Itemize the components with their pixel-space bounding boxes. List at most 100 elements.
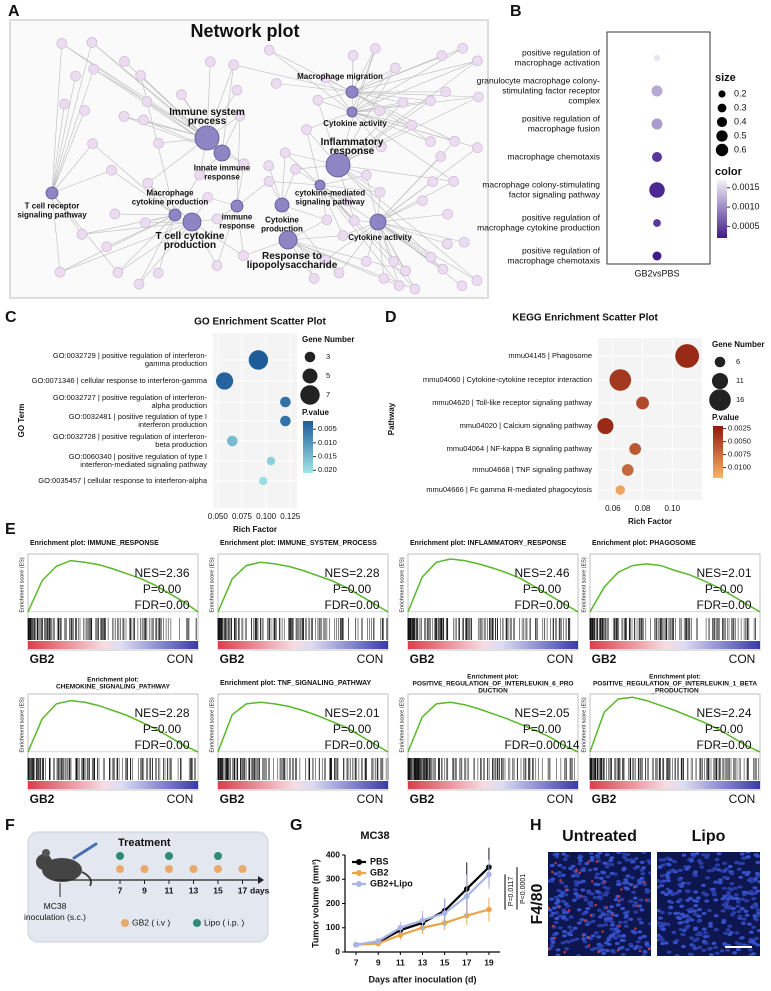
nucleus <box>616 879 621 884</box>
nucleus <box>573 880 579 884</box>
nucleus <box>741 921 746 925</box>
nucleus <box>709 953 714 956</box>
gene-node <box>153 137 164 149</box>
legend-label: 0.005 <box>318 424 337 433</box>
nucleus <box>714 951 720 955</box>
nucleus <box>677 889 682 893</box>
left-label: GB2 <box>592 652 617 666</box>
nucleus <box>721 886 727 890</box>
network-edge <box>287 239 340 274</box>
nucleus <box>734 941 740 945</box>
nucleus <box>575 874 581 878</box>
nucleus <box>737 885 743 889</box>
right-label: CON <box>729 792 756 806</box>
nucleus <box>660 941 665 946</box>
term-label: response <box>219 222 255 231</box>
nucleus <box>561 899 566 904</box>
legend-label: 16 <box>736 395 744 404</box>
nucleus <box>667 911 673 916</box>
nucleus <box>642 950 648 954</box>
nucleus <box>692 912 698 917</box>
network-edge <box>377 221 385 279</box>
hits <box>589 758 759 780</box>
network-edge <box>377 213 448 223</box>
chart-title: KEGG Enrichment Scatter Plot <box>512 313 658 324</box>
legend-dot <box>302 368 318 384</box>
nucleus <box>662 922 668 926</box>
nucleus <box>583 898 589 902</box>
nucleus <box>716 852 722 856</box>
dot <box>651 118 663 130</box>
nucleus <box>727 864 733 869</box>
legend-label: 0.5 <box>734 130 747 140</box>
series-point <box>486 906 492 913</box>
fdr-label: FDR=0.00 <box>696 598 751 612</box>
hits <box>27 618 197 640</box>
gene-node <box>375 141 387 153</box>
nucleus <box>632 866 638 870</box>
legend-label: 0.0025 <box>728 424 751 433</box>
network-edge <box>51 104 65 194</box>
gene-node <box>79 105 90 116</box>
nucleus <box>568 933 573 937</box>
nucleus <box>735 948 741 952</box>
y-axis-label: GO Term <box>17 404 26 438</box>
nucleus <box>658 921 664 926</box>
plot-title: CHEMOKINE_SIGNALING_PATHWAY <box>56 684 171 691</box>
right-label: CON <box>547 652 574 666</box>
nucleus <box>639 908 645 912</box>
gene-node <box>238 158 250 170</box>
legend-label: 0.3 <box>734 102 747 112</box>
nucleus <box>620 952 626 956</box>
nucleus <box>581 912 586 916</box>
nucleus <box>757 880 760 884</box>
gene-node <box>88 63 100 75</box>
plot-title: Enrichment plot: PHAGOSOME <box>592 540 696 547</box>
p-label: P=0.00 <box>523 722 562 736</box>
nucleus <box>556 889 562 893</box>
nucleus <box>725 897 731 901</box>
nucleus <box>657 865 663 869</box>
nucleus <box>729 913 735 917</box>
gene-node <box>347 50 359 61</box>
point <box>280 415 291 427</box>
legend-title: Gene Number <box>712 340 764 349</box>
es-curve <box>27 559 199 613</box>
term-node <box>346 106 358 118</box>
point <box>227 435 238 447</box>
right-label: CON <box>547 792 574 806</box>
gb2-dot <box>214 865 222 873</box>
gene-node <box>320 72 331 84</box>
nucleus <box>661 858 667 862</box>
nucleus <box>659 884 665 888</box>
nucleus <box>639 860 645 864</box>
dot <box>652 152 662 162</box>
nucleus <box>751 897 757 901</box>
nucleus <box>641 852 647 854</box>
lipo-dot <box>214 852 222 860</box>
nucleus <box>625 874 631 878</box>
nucleus <box>625 853 631 857</box>
gene-node <box>138 114 149 126</box>
nucleus <box>670 892 676 897</box>
mouse-ear <box>42 849 50 857</box>
nucleus <box>615 903 621 907</box>
nucleus <box>571 898 577 902</box>
gene-node <box>231 84 243 96</box>
nucleus <box>630 860 636 864</box>
nucleus <box>666 863 672 867</box>
nucleus <box>713 928 719 932</box>
network-edge <box>319 184 400 286</box>
nucleus <box>730 906 736 911</box>
stain-dot <box>584 919 587 922</box>
nucleus <box>632 931 638 935</box>
stain-dot <box>597 950 600 954</box>
network-edge <box>236 181 270 207</box>
nucleus <box>711 887 716 891</box>
nucleus <box>696 859 702 863</box>
annotation: P<0.0001 <box>520 874 527 904</box>
day-label: 11 <box>165 885 174 895</box>
gene-node <box>109 208 121 220</box>
y-tick-label: GO:0032728 | positive regulation of inte… <box>53 432 208 441</box>
nucleus <box>559 881 565 885</box>
